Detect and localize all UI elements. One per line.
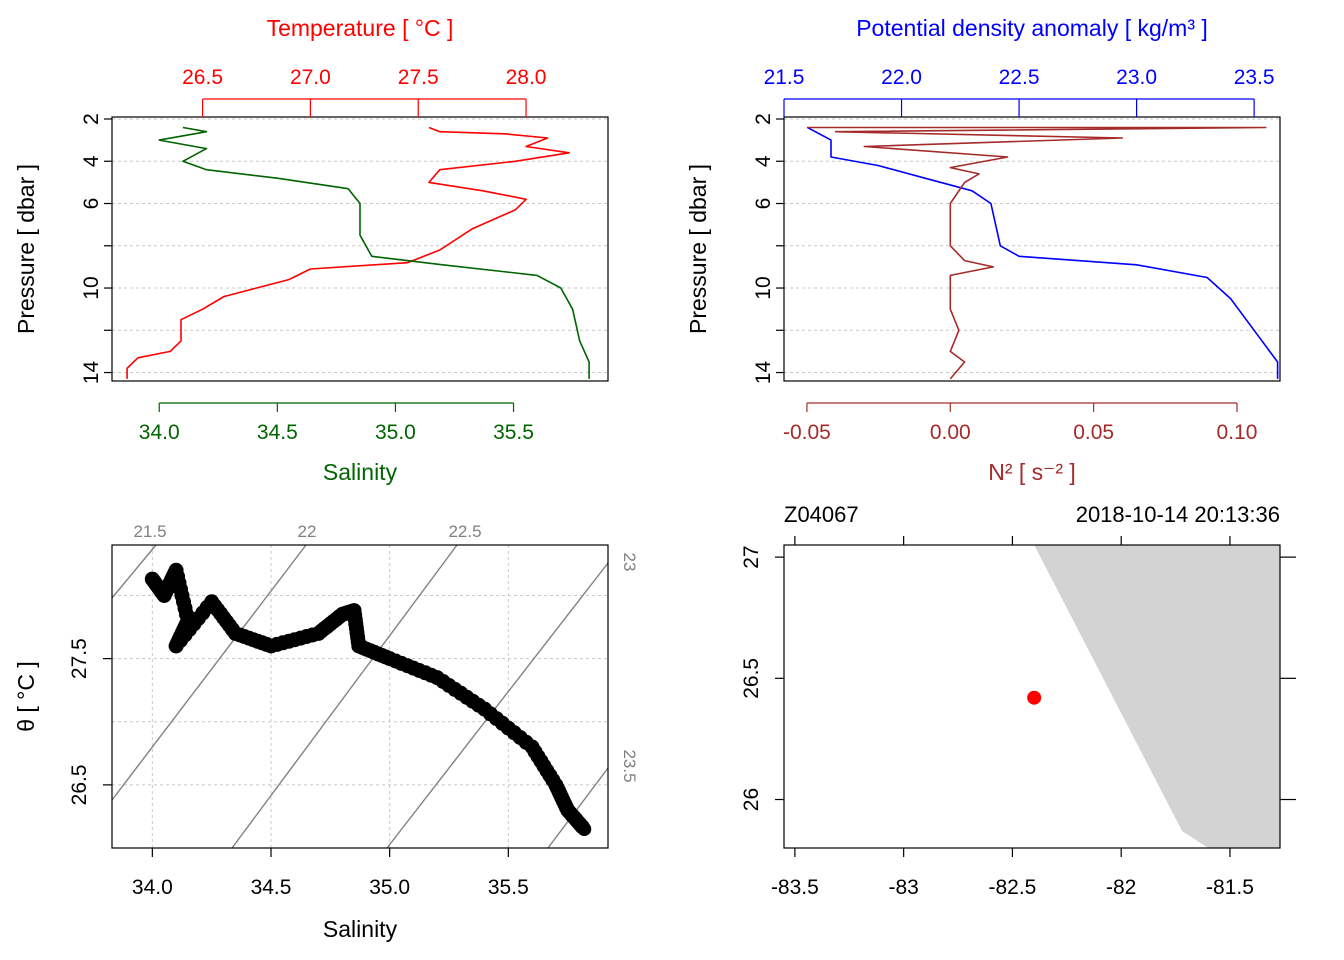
- x-tick-label: 35.5: [488, 876, 529, 899]
- isopycnal-line: [111, 544, 157, 599]
- y-tick-label: 14: [752, 361, 775, 385]
- station-time: 2018-10-14 20:13:36: [1076, 502, 1280, 527]
- x-tick-label: -81.5: [1206, 876, 1254, 899]
- ts-point: [577, 822, 592, 837]
- x-bottom-tick-label: 34.0: [139, 421, 180, 444]
- isopycnal-line: [386, 562, 609, 849]
- x-top-tick-label: 22.5: [999, 66, 1040, 89]
- y-tick-label: 10: [752, 276, 775, 299]
- y-tick-label: 14: [80, 361, 103, 385]
- isopycnal-label: 22: [298, 522, 317, 541]
- plot-frame: [111, 116, 609, 382]
- x-axis-label: Salinity: [323, 916, 398, 942]
- series-line-1-1: [806, 126, 1267, 380]
- x-top-tick-label: 28.0: [506, 66, 547, 89]
- x-top-tick-label: 21.5: [764, 66, 805, 89]
- y-axis-label: θ [ °C ]: [13, 661, 39, 732]
- x-tick-label: 35.0: [369, 876, 410, 899]
- y-tick-label: 6: [752, 198, 775, 210]
- isopycnal-label: 22.5: [448, 522, 481, 541]
- station-name: Z04067: [784, 502, 859, 527]
- x-top-axis-label: Temperature [ °C ]: [267, 15, 454, 41]
- x-tick-label: -82.5: [988, 876, 1036, 899]
- y-tick-label: 26.5: [740, 658, 763, 699]
- x-top-axis-label: Potential density anomaly [ kg/m³ ]: [856, 15, 1208, 41]
- x-bottom-tick-label: -0.05: [783, 421, 831, 444]
- x-top-tick-label: 26.5: [182, 66, 223, 89]
- x-top-tick-label: 27.0: [290, 66, 331, 89]
- x-top-tick-label: 22.0: [881, 66, 922, 89]
- plot-frame: [783, 116, 1281, 382]
- y-tick-label: 27: [740, 545, 763, 568]
- series-line-0-0: [126, 126, 571, 379]
- x-tick-label: -83: [888, 876, 918, 899]
- x-top-tick-label: 27.5: [398, 66, 439, 89]
- y-axis-label: Pressure [ dbar ]: [13, 164, 39, 334]
- y-tick-label: 27.5: [68, 638, 91, 679]
- isopycnal-line: [111, 544, 307, 801]
- isopycnal-label: 23.5: [620, 749, 639, 782]
- x-bottom-tick-label: 0.10: [1217, 421, 1258, 444]
- y-tick-label: 4: [752, 155, 775, 167]
- station-point: [1027, 690, 1042, 705]
- x-bottom-axis-label: Salinity: [323, 459, 398, 485]
- x-tick-label: -82: [1106, 876, 1136, 899]
- isopycnal-line: [547, 767, 609, 849]
- y-tick-label: 4: [80, 155, 103, 167]
- x-top-tick-label: 23.0: [1116, 66, 1157, 89]
- x-tick-label: 34.5: [251, 876, 292, 899]
- y-tick-label: 10: [80, 276, 103, 299]
- y-tick-label: 2: [80, 113, 103, 125]
- x-bottom-tick-label: 35.5: [493, 421, 534, 444]
- x-bottom-tick-label: 34.5: [257, 421, 298, 444]
- y-tick-label: 6: [80, 198, 103, 210]
- y-tick-label: 26: [740, 788, 763, 811]
- y-tick-label: 2: [752, 113, 775, 125]
- isopycnal-line: [231, 544, 458, 849]
- x-bottom-tick-label: 35.0: [375, 421, 416, 444]
- x-bottom-tick-label: 0.05: [1073, 421, 1114, 444]
- series-line-0-1: [158, 126, 590, 379]
- x-tick-label: 34.0: [132, 876, 173, 899]
- isopycnal-label: 21.5: [133, 522, 166, 541]
- x-tick-label: -83.5: [771, 876, 819, 899]
- plot-frame: [111, 544, 609, 849]
- isopycnal-label: 23: [620, 553, 639, 572]
- map-frame: [783, 544, 1281, 849]
- series-line-1-0: [807, 126, 1279, 379]
- y-tick-label: 26.5: [68, 764, 91, 805]
- x-top-tick-label: 23.5: [1234, 66, 1275, 89]
- land-polygon: [1034, 545, 1280, 848]
- x-bottom-axis-label: N² [ s⁻² ]: [988, 459, 1076, 485]
- y-axis-label: Pressure [ dbar ]: [685, 164, 711, 334]
- x-bottom-tick-label: 0.00: [930, 421, 971, 444]
